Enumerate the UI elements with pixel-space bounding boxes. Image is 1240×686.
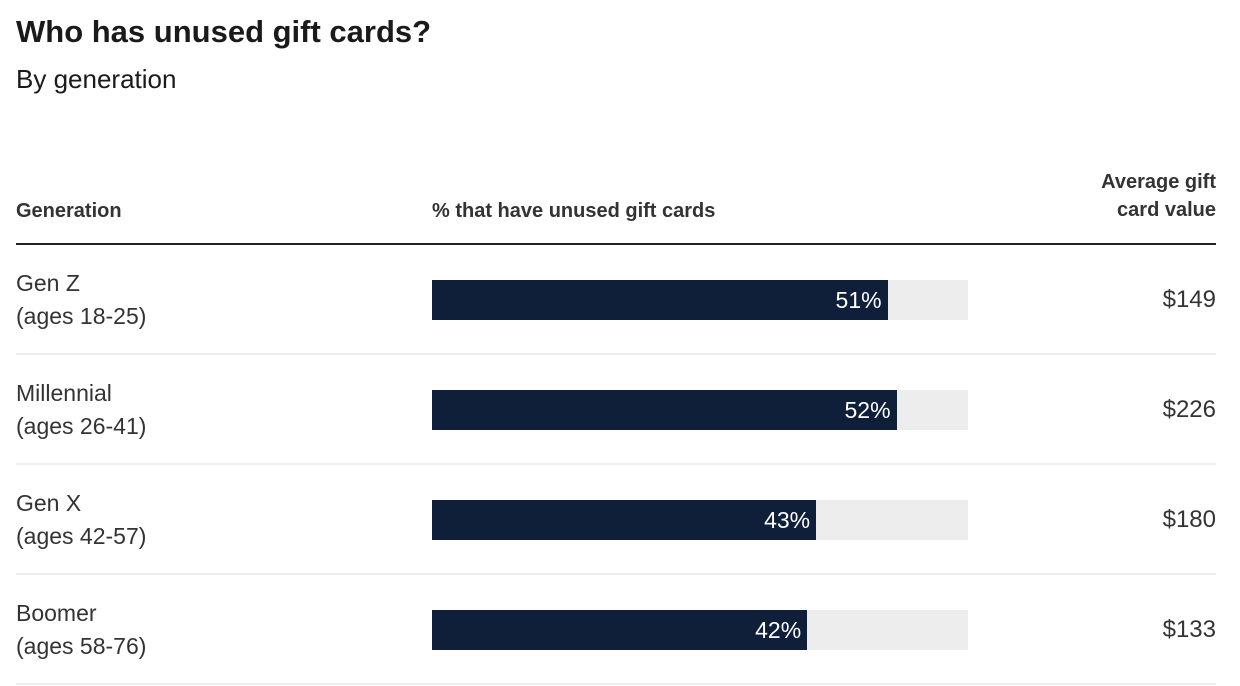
- generation-name: Gen Z: [16, 270, 80, 296]
- bar: 42%: [432, 610, 808, 650]
- generation-label: Millennial (ages 26-41): [16, 377, 146, 443]
- bar: 52%: [432, 390, 897, 430]
- table-row: Gen Z (ages 18-25) 51% $149: [16, 245, 1216, 355]
- bar-data-label: 52%: [844, 397, 891, 423]
- bar-track: 42%: [432, 610, 968, 650]
- table-row: Millennial (ages 26-41) 52% $226: [16, 355, 1216, 465]
- generation-label: Gen X (ages 42-57): [16, 487, 146, 553]
- generation-ages: (ages 26-41): [16, 413, 147, 439]
- bar-data-label: 42%: [755, 617, 802, 643]
- bar-track: 52%: [432, 390, 968, 430]
- generation-name: Boomer: [16, 600, 97, 626]
- generation-label: Gen Z (ages 18-25): [16, 267, 146, 333]
- bar-data-label: 51%: [835, 287, 882, 313]
- table-row: Boomer (ages 58-76) 42% $133: [16, 575, 1216, 685]
- generation-ages: (ages 58-76): [16, 633, 147, 659]
- generation-ages: (ages 18-25): [16, 303, 147, 329]
- column-header-average-value: Average gift card value: [1101, 171, 1216, 221]
- bar-track: 51%: [432, 280, 968, 320]
- column-header-generation: Generation: [16, 200, 122, 222]
- chart-subtitle: By generation: [16, 64, 177, 94]
- generation-name: Gen X: [16, 490, 82, 516]
- column-header-percent: % that have unused gift cards: [432, 200, 716, 222]
- average-value: $180: [1162, 506, 1216, 533]
- table-row: Gen X (ages 42-57) 43% $180: [16, 465, 1216, 575]
- generation-name: Millennial: [16, 380, 112, 406]
- bar: 43%: [432, 500, 817, 540]
- average-value: $226: [1162, 396, 1216, 423]
- bar-track: 43%: [432, 500, 968, 540]
- chart-title: Who has unused gift cards?: [16, 14, 432, 49]
- bar: 51%: [432, 280, 888, 320]
- bar-data-label: 43%: [764, 507, 811, 533]
- header-rule: [16, 243, 1216, 245]
- average-value: $149: [1162, 286, 1216, 313]
- average-value: $133: [1162, 616, 1216, 643]
- generation-label: Boomer (ages 58-76): [16, 597, 146, 663]
- generation-ages: (ages 42-57): [16, 523, 147, 549]
